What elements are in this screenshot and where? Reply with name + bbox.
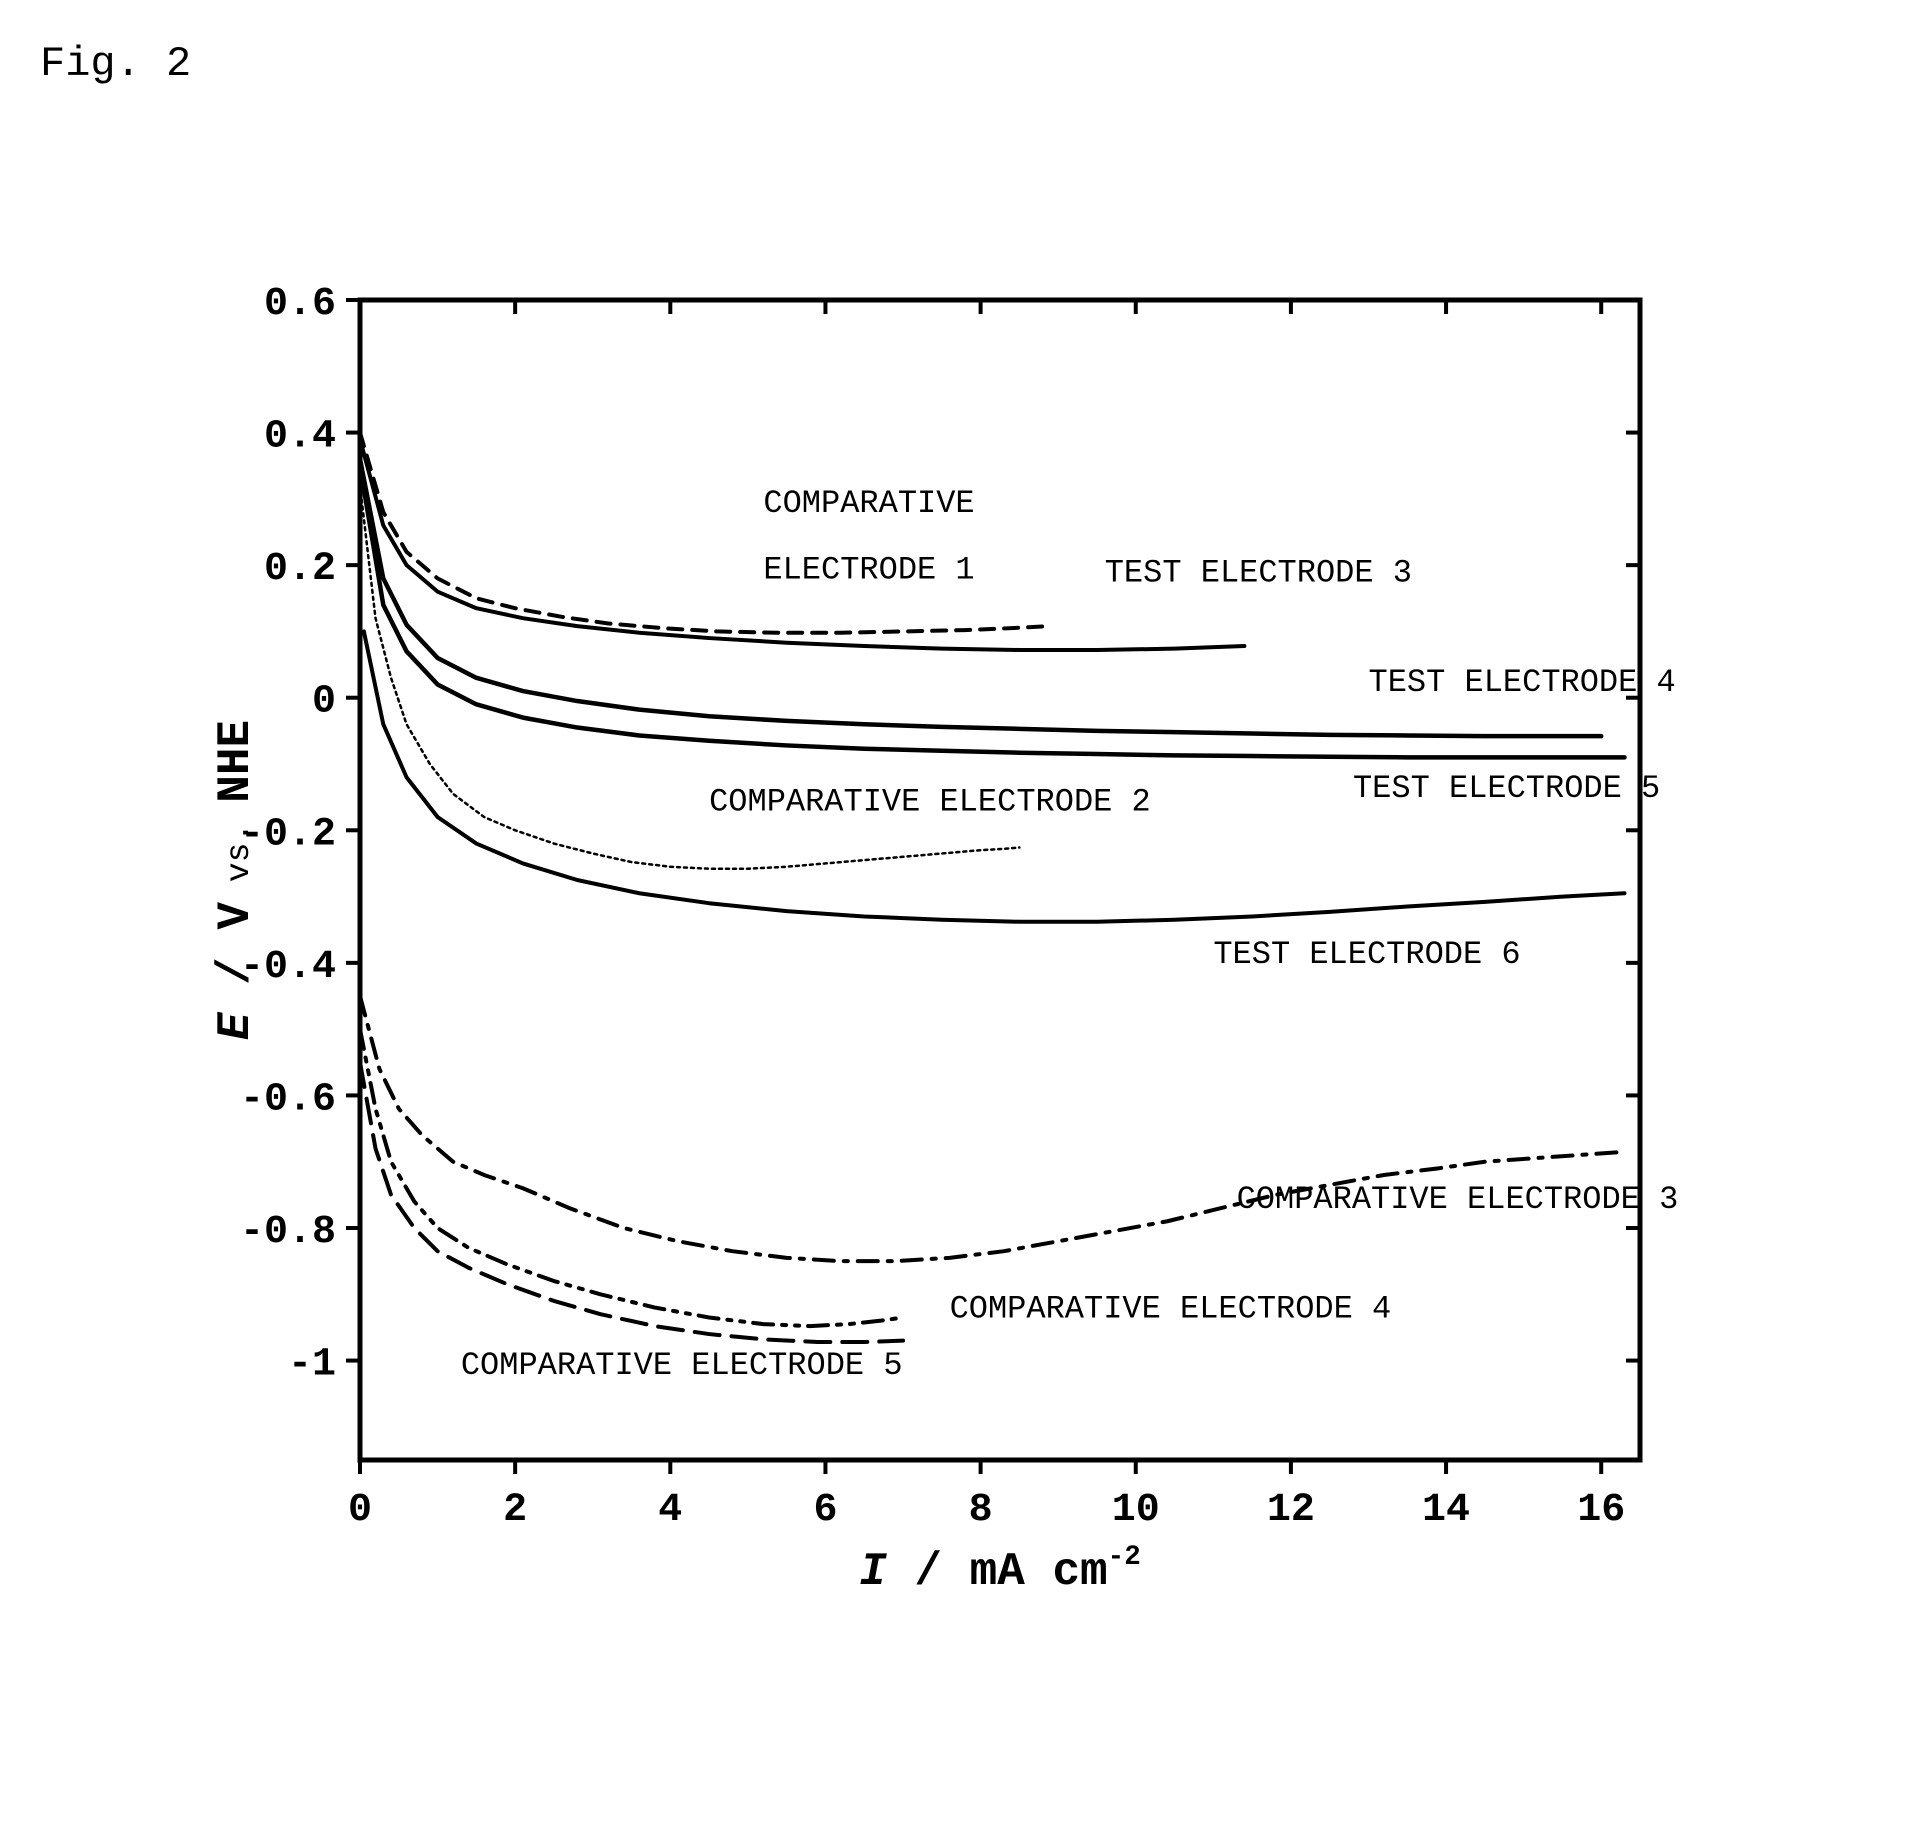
x-tick-label: 4 [658, 1488, 682, 1533]
y-tick-label: 0.6 [264, 282, 336, 327]
test-electrode-3 [360, 439, 1244, 650]
test-electrode-5-label: TEST ELECTRODE 5 [1353, 770, 1660, 807]
comparative-electrode-2-label: COMPARATIVE ELECTRODE 2 [709, 783, 1151, 820]
x-tick-label: 2 [503, 1488, 527, 1533]
x-tick-label: 10 [1112, 1488, 1160, 1533]
x-tick-label: 12 [1267, 1488, 1315, 1533]
comparative-electrode-4 [360, 1029, 903, 1326]
chart-container: 0246810121416-1-0.8-0.6-0.4-0.200.20.40.… [210, 280, 1910, 1785]
y-tick-label: -0.8 [240, 1210, 336, 1255]
x-tick-label: 8 [969, 1488, 993, 1533]
test-electrode-3-label: TEST ELECTRODE 3 [1105, 555, 1412, 592]
x-tick-label: 16 [1577, 1488, 1625, 1533]
test-electrode-5 [360, 466, 1624, 758]
comparative-electrode-1-label: COMPARATIVE [763, 485, 974, 522]
figure-label: Fig. 2 [40, 40, 191, 88]
comparative-electrode-5-label: COMPARATIVE ELECTRODE 5 [461, 1347, 903, 1384]
y-tick-label: 0.4 [264, 415, 336, 460]
test-electrode-6-label: TEST ELECTRODE 6 [1213, 936, 1520, 973]
comparative-electrode-3-label: COMPARATIVE ELECTRODE 3 [1237, 1181, 1679, 1218]
page: Fig. 2 0246810121416-1-0.8-0.6-0.4-0.200… [0, 0, 1915, 1828]
plot-frame [360, 300, 1640, 1460]
comparative-electrode-3 [360, 996, 1624, 1261]
comparative-electrode-1-label2: ELECTRODE 1 [763, 551, 974, 588]
x-tick-label: 6 [813, 1488, 837, 1533]
y-tick-label: -1 [288, 1343, 336, 1388]
y-tick-label: 0 [312, 680, 336, 725]
y-tick-label: -0.6 [240, 1077, 336, 1122]
y-axis-label: E / V vs. NHE [210, 720, 262, 1040]
comparative-electrode-4-label: COMPARATIVE ELECTRODE 4 [950, 1290, 1392, 1327]
polarization-chart: 0246810121416-1-0.8-0.6-0.4-0.200.20.40.… [210, 280, 1910, 1780]
x-tick-label: 14 [1422, 1488, 1470, 1533]
comparative-electrode-5 [360, 1062, 903, 1342]
y-tick-label: 0.2 [264, 547, 336, 592]
x-tick-label: 0 [348, 1488, 372, 1533]
test-electrode-4-label: TEST ELECTRODE 4 [1368, 664, 1675, 701]
x-axis-label: I / mA cm-2 [859, 1542, 1141, 1598]
